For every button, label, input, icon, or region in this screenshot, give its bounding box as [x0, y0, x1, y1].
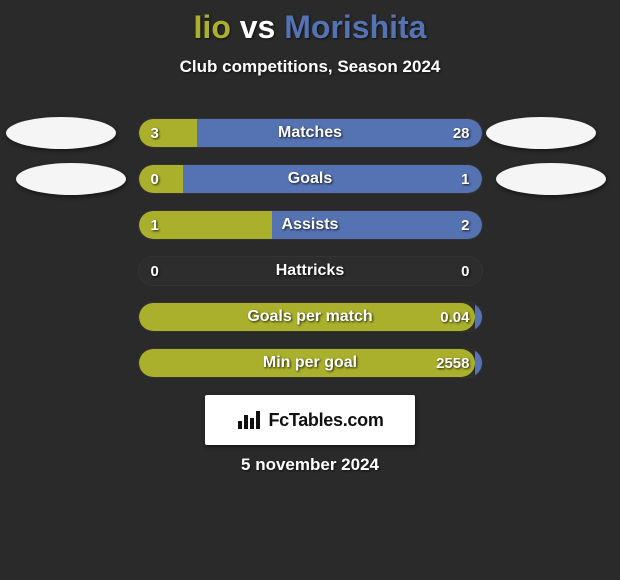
title: Iio vs Morishita: [0, 10, 620, 45]
team-logo-left: [6, 117, 116, 149]
stat-row: Goals per match0.04: [138, 302, 483, 332]
team-logo-right2: [496, 163, 606, 195]
stat-row: Goals01: [138, 164, 483, 194]
stat-fill-left: [139, 165, 184, 193]
bars-icon: [236, 409, 262, 431]
stat-value-left: 0: [151, 257, 159, 285]
stat-row: Matches328: [138, 118, 483, 148]
title-vs: vs: [240, 9, 276, 45]
stat-fill-right: [183, 165, 481, 193]
stat-fill-right: [197, 119, 482, 147]
source-badge-text: FcTables.com: [268, 410, 383, 431]
comparison-card: Iio vs Morishita Club competitions, Seas…: [0, 0, 620, 580]
team-logo-left2: [16, 163, 126, 195]
source-badge[interactable]: FcTables.com: [205, 395, 415, 445]
stat-row: Assists12: [138, 210, 483, 240]
stat-row: Min per goal2558: [138, 348, 483, 378]
date: 5 november 2024: [0, 455, 620, 475]
stat-fill-left: [139, 349, 475, 377]
stat-fill-left: [139, 303, 475, 331]
team-logo-right: [486, 117, 596, 149]
stat-fill-right: [475, 349, 482, 377]
stat-fill-right: [272, 211, 481, 239]
stat-fill-left: [139, 119, 197, 147]
stat-label: Hattricks: [139, 257, 482, 285]
stats-area: Matches328 Goals01 Assists12 Hattricks0 0 Goa…: [0, 118, 620, 394]
title-player1: Iio: [194, 9, 231, 45]
stat-fill-right: [475, 303, 482, 331]
title-player2: Morishita: [284, 9, 426, 45]
subtitle: Club competitions, Season 2024: [0, 57, 620, 77]
stat-value-right: 0: [461, 257, 469, 285]
stat-fill-left: [139, 211, 273, 239]
stat-row: Hattricks0 0: [138, 256, 483, 286]
